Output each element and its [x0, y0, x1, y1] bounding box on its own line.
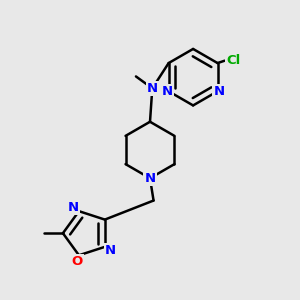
Text: N: N: [105, 244, 116, 257]
Text: Cl: Cl: [226, 54, 240, 67]
Text: N: N: [162, 85, 173, 98]
Text: O: O: [72, 255, 83, 268]
Text: N: N: [68, 201, 79, 214]
Text: N: N: [144, 172, 156, 185]
Text: N: N: [147, 82, 158, 95]
Text: N: N: [214, 85, 225, 98]
